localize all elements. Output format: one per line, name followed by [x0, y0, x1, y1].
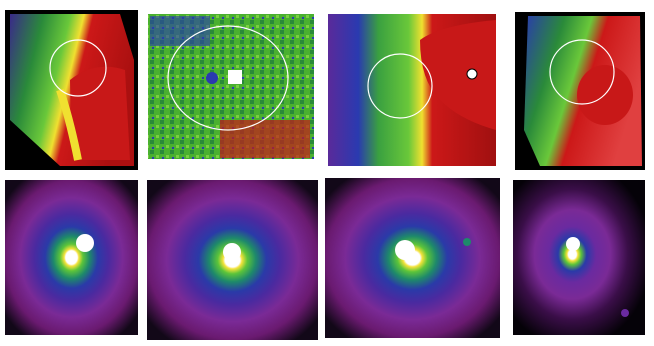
velocity-map-3	[325, 10, 500, 170]
intensity-map-4	[513, 180, 645, 335]
intensity-map-1	[5, 180, 138, 335]
velocity-map-2	[145, 10, 318, 165]
velocity-map-1	[5, 10, 138, 170]
intensity-map-2	[147, 180, 318, 340]
intensity-map-3	[325, 178, 500, 338]
velocity-map-4	[515, 12, 645, 170]
